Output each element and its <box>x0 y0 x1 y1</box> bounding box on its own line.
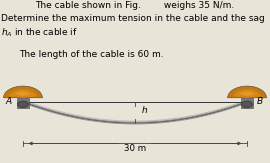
Circle shape <box>18 101 28 108</box>
Text: The cable shown in Fig.        weighs 35 N/m.: The cable shown in Fig. weighs 35 N/m. <box>35 1 235 10</box>
Wedge shape <box>9 89 37 98</box>
Text: Determine the maximum tension in the cable and the sag: Determine the maximum tension in the cab… <box>1 14 265 23</box>
Wedge shape <box>233 89 261 98</box>
Wedge shape <box>4 86 42 98</box>
Text: The length of the cable is 60 m.: The length of the cable is 60 m. <box>19 50 164 59</box>
Bar <box>17 98 29 108</box>
Text: A: A <box>5 96 11 106</box>
Bar <box>241 98 253 108</box>
Text: $h_A$ in the cable if: $h_A$ in the cable if <box>1 26 78 39</box>
Wedge shape <box>239 91 255 96</box>
Wedge shape <box>228 86 266 98</box>
Circle shape <box>242 101 252 108</box>
Wedge shape <box>15 91 31 96</box>
Text: B: B <box>257 96 263 106</box>
Text: 30 m: 30 m <box>124 144 146 153</box>
Text: h: h <box>142 105 147 115</box>
